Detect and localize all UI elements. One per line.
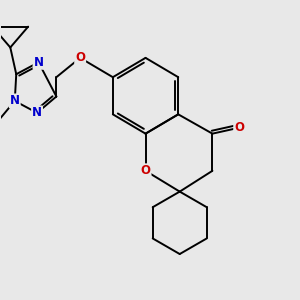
Text: N: N [10, 94, 20, 107]
Text: N: N [32, 106, 42, 119]
Text: O: O [234, 121, 244, 134]
Text: O: O [75, 51, 85, 64]
Text: N: N [34, 56, 44, 69]
Text: O: O [140, 164, 151, 177]
